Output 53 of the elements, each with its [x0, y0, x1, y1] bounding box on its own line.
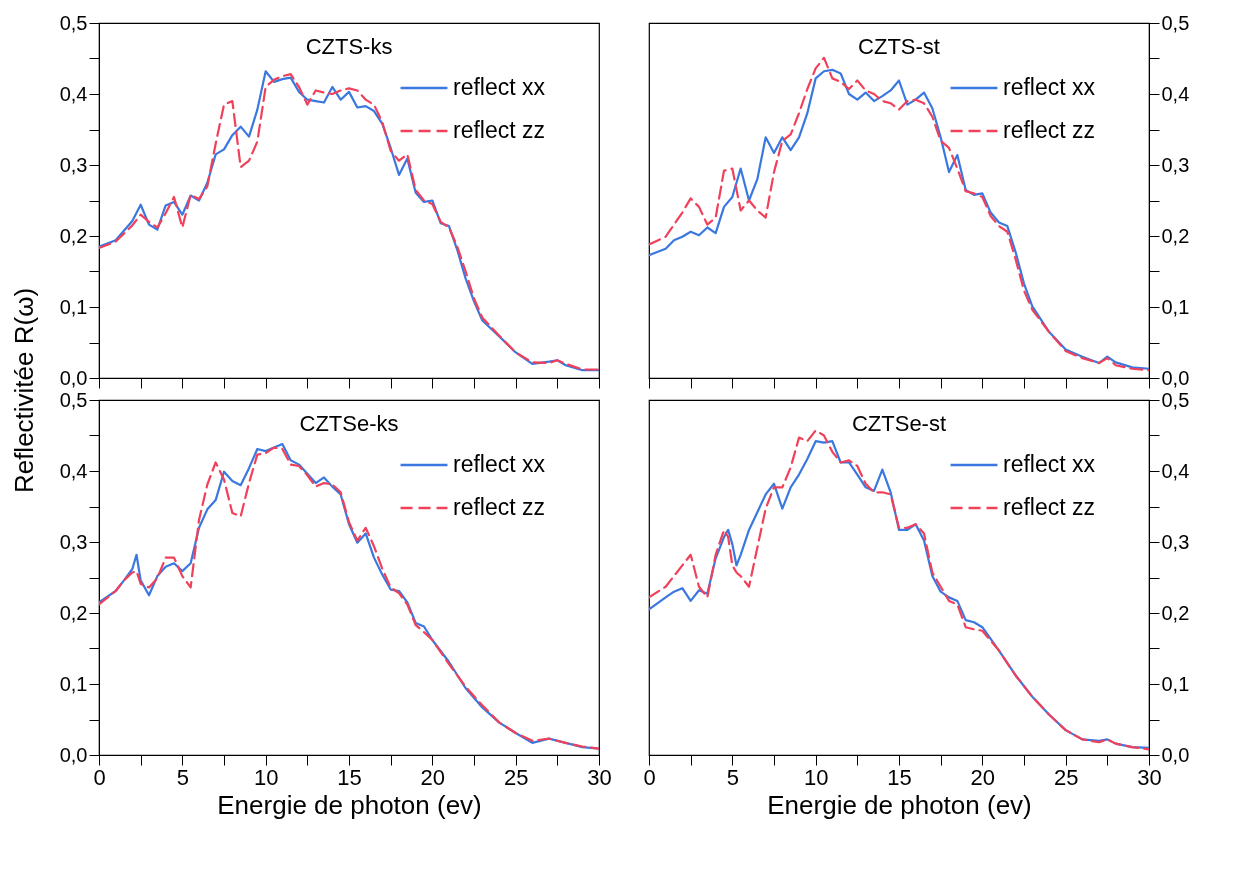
legend-label: reflect zz	[1003, 117, 1096, 143]
y-tick-label: 0,0	[59, 743, 88, 766]
text: CZTSe-st	[851, 411, 947, 436]
text: CZTS-st	[858, 34, 940, 59]
y2-tick-label: 0,2	[1161, 224, 1190, 247]
legend-label: reflect xx	[1003, 451, 1096, 477]
y-tick-label: 0,4	[59, 82, 88, 105]
x-tick-label: 20	[420, 764, 446, 790]
y2-tick-label: 0,2	[1161, 601, 1190, 624]
x-tick-label: 0	[643, 764, 656, 790]
y2-tick-label: 0,1	[1161, 672, 1190, 695]
y-tick-label: 0,1	[59, 672, 88, 695]
y2-tick-label: 0,4	[1161, 459, 1190, 482]
x-tick-label: 25	[1053, 764, 1079, 790]
y-tick-label: 0,4	[59, 459, 88, 482]
x-tick-label: 25	[503, 764, 529, 790]
y-tick-label: 0,3	[59, 153, 88, 176]
y-tick-label: 0,5	[59, 388, 88, 411]
x-tick-label: 20	[970, 764, 996, 790]
y2-tick-label: 0,0	[1161, 743, 1190, 766]
legend-label: reflect zz	[453, 117, 546, 143]
text: CZTS-ks	[305, 34, 393, 59]
y2-tick-label: 0,5	[1161, 11, 1190, 34]
y-tick-label: 0,0	[59, 366, 88, 389]
x-axis-title: Energie de photon (ev)	[767, 789, 1032, 820]
y-tick-label: 0,3	[59, 530, 88, 553]
text: CZTSe-ks	[299, 411, 399, 436]
x-axis-title: Energie de photon (ev)	[217, 789, 482, 820]
y-tick-label: 0,2	[59, 601, 88, 624]
legend-label: reflect xx	[453, 451, 546, 477]
y-tick-label: 0,1	[59, 295, 88, 318]
y-axis-title: Reflectivitée R(ω)	[8, 287, 39, 494]
x-tick-label: 15	[337, 764, 362, 790]
legend-label: reflect zz	[453, 494, 546, 520]
x-tick-label: 30	[587, 764, 612, 790]
x-tick-label: 0	[93, 764, 106, 790]
y2-tick-label: 0,5	[1161, 388, 1190, 411]
x-tick-label: 30	[1137, 764, 1162, 790]
x-tick-label: 15	[887, 764, 912, 790]
x-tick-label: 10	[803, 764, 829, 790]
y2-tick-label: 0,3	[1161, 153, 1190, 176]
y2-tick-label: 0,0	[1161, 366, 1190, 389]
x-tick-label: 10	[253, 764, 279, 790]
y-tick-label: 0,2	[59, 224, 88, 247]
legend-label: reflect zz	[1003, 494, 1096, 520]
legend-label: reflect xx	[453, 74, 546, 100]
x-tick-label: 5	[176, 764, 189, 790]
y2-tick-label: 0,4	[1161, 82, 1190, 105]
y-tick-label: 0,5	[59, 11, 88, 34]
y2-tick-label: 0,1	[1161, 295, 1190, 318]
legend-label: reflect xx	[1003, 74, 1096, 100]
y2-tick-label: 0,3	[1161, 530, 1190, 553]
x-tick-label: 5	[726, 764, 739, 790]
